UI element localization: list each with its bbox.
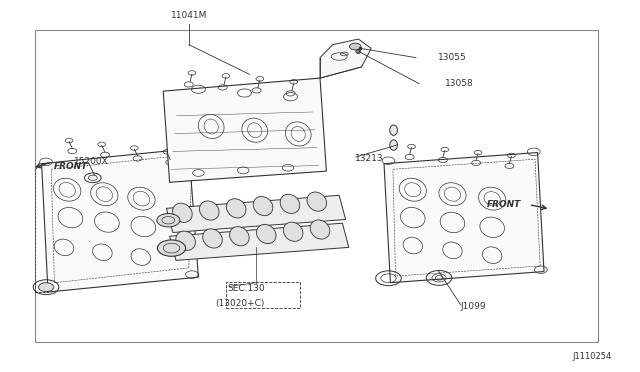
Polygon shape [42,149,198,292]
Text: FRONT: FRONT [486,200,521,209]
Polygon shape [166,195,346,232]
Text: J1099: J1099 [461,302,486,311]
Text: 15200X: 15200X [74,157,108,166]
Circle shape [38,283,54,292]
Ellipse shape [307,192,326,211]
Polygon shape [384,153,544,283]
Text: 13213: 13213 [355,154,384,163]
Ellipse shape [390,140,397,150]
Circle shape [157,240,186,256]
Circle shape [349,43,361,50]
Circle shape [157,214,180,227]
Text: (13020+C): (13020+C) [215,299,265,308]
Ellipse shape [310,220,330,239]
Text: 11041M: 11041M [171,12,207,20]
Ellipse shape [203,229,222,248]
Text: SEC.130: SEC.130 [228,284,265,293]
Text: FRONT: FRONT [54,162,88,171]
Polygon shape [170,223,349,260]
Ellipse shape [390,125,397,135]
Ellipse shape [176,231,195,250]
Text: 13058: 13058 [445,79,474,88]
Ellipse shape [230,227,249,246]
Text: J1110254: J1110254 [572,352,611,361]
Ellipse shape [280,194,300,214]
Ellipse shape [227,199,246,218]
Polygon shape [320,39,371,78]
Ellipse shape [253,196,273,216]
Ellipse shape [284,222,303,241]
Text: 13055: 13055 [438,53,467,62]
Ellipse shape [173,203,192,222]
Bar [35,30,598,342]
Ellipse shape [200,201,219,220]
Polygon shape [163,78,326,182]
Ellipse shape [257,224,276,244]
